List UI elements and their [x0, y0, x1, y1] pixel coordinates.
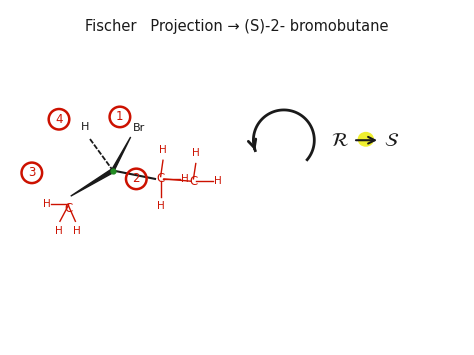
Text: C: C [64, 202, 73, 215]
Text: Fischer   Projection → (S)-2- bromobutane: Fischer Projection → (S)-2- bromobutane [85, 19, 389, 34]
Text: 1: 1 [116, 110, 124, 124]
Ellipse shape [357, 132, 374, 147]
Text: C: C [156, 173, 165, 185]
Text: H: H [214, 176, 222, 186]
Polygon shape [113, 137, 131, 173]
Text: H: H [181, 174, 189, 184]
Text: H: H [159, 145, 167, 155]
Text: H: H [44, 199, 51, 209]
Text: $\mathcal{S}$: $\mathcal{S}$ [384, 131, 399, 150]
Text: H: H [157, 201, 164, 211]
Text: H: H [55, 226, 63, 236]
Text: H: H [81, 122, 89, 132]
Text: 3: 3 [28, 166, 36, 179]
Text: 4: 4 [55, 113, 63, 126]
Text: 2: 2 [133, 173, 140, 185]
Text: C: C [189, 175, 198, 188]
Text: Br: Br [133, 123, 145, 133]
Text: $\mathcal{R}$: $\mathcal{R}$ [331, 131, 349, 150]
Text: H: H [192, 148, 200, 158]
Text: H: H [73, 226, 81, 236]
Polygon shape [71, 168, 113, 196]
